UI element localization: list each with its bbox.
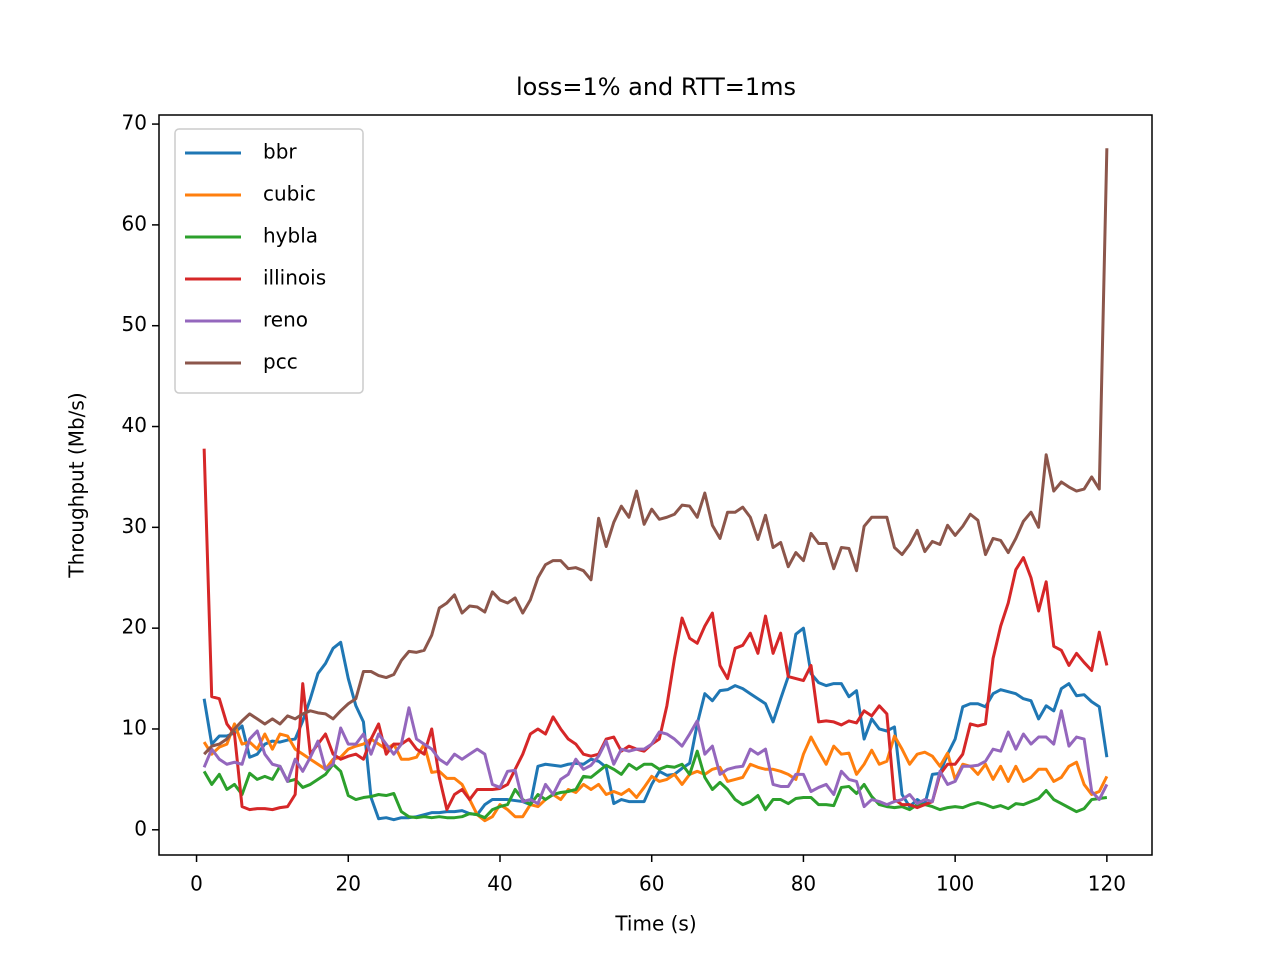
x-tick-label: 100 <box>936 872 974 896</box>
series-line <box>202 749 1108 820</box>
x-tick-label: 120 <box>1088 872 1126 896</box>
y-tick-label: 70 <box>122 111 147 135</box>
legend-label: reno <box>263 308 308 332</box>
series-line <box>202 448 1109 812</box>
legend-label: cubic <box>263 182 316 206</box>
plot-frame <box>158 114 1153 856</box>
chart-title: loss=1% and RTT=1ms <box>516 73 796 101</box>
legend-label: illinois <box>263 266 326 290</box>
y-tick-label: 20 <box>122 615 147 639</box>
y-axis-label: Throughput (Mb/s) <box>65 392 89 578</box>
legend-label: bbr <box>263 140 297 164</box>
plot-lines <box>202 148 1109 823</box>
series-line <box>203 148 1109 756</box>
y-tick-label: 0 <box>134 816 147 840</box>
y-tick-label: 60 <box>122 211 147 235</box>
x-tick-label: 80 <box>791 872 816 896</box>
x-axis-label: Time (s) <box>614 912 696 936</box>
y-tick-label: 10 <box>122 715 147 739</box>
x-tick-label: 0 <box>190 872 203 896</box>
x-tick-label: 20 <box>336 872 361 896</box>
x-tick-label: 40 <box>487 872 512 896</box>
y-tick-label: 30 <box>122 514 147 538</box>
y-tick-label: 50 <box>122 312 147 336</box>
y-tick-label: 40 <box>122 413 147 437</box>
legend-label: pcc <box>263 350 298 374</box>
series-line <box>202 706 1109 809</box>
legend-label: hybla <box>263 224 318 248</box>
x-tick-label: 60 <box>639 872 664 896</box>
